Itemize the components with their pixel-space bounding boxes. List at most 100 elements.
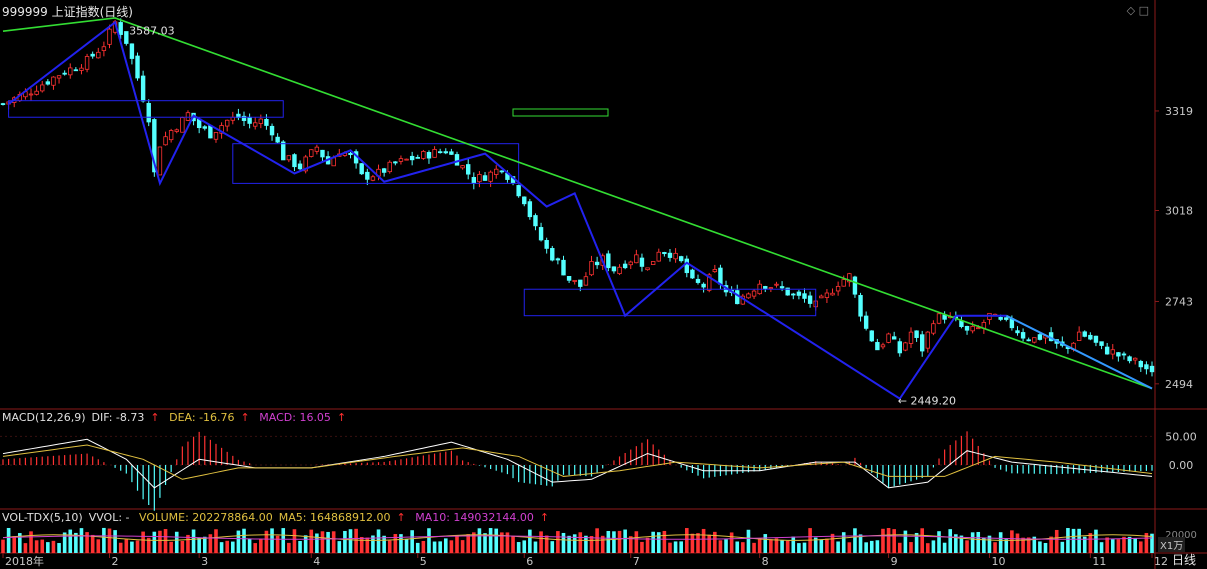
- volume-bar: [124, 539, 129, 553]
- candle-body: [942, 314, 947, 320]
- candle-body: [168, 130, 174, 141]
- candle-body: [40, 84, 45, 92]
- macd-name: MACD(12,26,9): [2, 411, 86, 424]
- volume-bar: [315, 533, 319, 553]
- volume-bar: [797, 543, 801, 553]
- volume-bar: [18, 533, 22, 553]
- volume-bar: [292, 529, 297, 553]
- candle-body: [852, 276, 858, 295]
- volume-bar: [735, 541, 740, 553]
- volume-bar: [40, 539, 45, 553]
- candle-body: [880, 344, 886, 348]
- candle-body: [1082, 331, 1087, 337]
- volume-bar: [1088, 533, 1093, 553]
- candle-body: [387, 161, 392, 173]
- volume-bar: [684, 528, 689, 553]
- candle-body: [656, 251, 661, 262]
- candle-body: [241, 115, 247, 121]
- volume-bar: [612, 531, 616, 553]
- candle-body: [763, 286, 768, 289]
- candle-body: [650, 261, 656, 265]
- volume-bar: [948, 529, 953, 553]
- volume-bar: [1082, 536, 1087, 553]
- candle-body: [622, 263, 628, 269]
- candle-body: [432, 148, 437, 158]
- volume-bar: [449, 540, 454, 553]
- volume-bar: [331, 531, 336, 553]
- candle-body: [875, 342, 880, 351]
- candle-body: [886, 333, 891, 343]
- volume-bar: [118, 542, 123, 553]
- candle-body: [970, 325, 975, 332]
- candle-body: [678, 256, 684, 262]
- volume-bar: [51, 540, 56, 553]
- candle-body: [976, 327, 981, 330]
- time-tick-label: 3: [201, 555, 208, 568]
- candle-body: [998, 317, 1003, 320]
- volume-bar: [505, 532, 510, 553]
- volume-bar: [987, 535, 992, 553]
- window-controls[interactable]: ◇ □: [1126, 4, 1149, 17]
- candle-body: [180, 117, 185, 133]
- candle-body: [437, 151, 443, 154]
- candle-body: [897, 341, 902, 354]
- candle-body: [538, 227, 544, 241]
- candle-body: [1093, 335, 1099, 343]
- volume-bar: [74, 532, 78, 553]
- dif-line: [2, 438, 1153, 489]
- volume-bar: [926, 543, 930, 553]
- volume-bar: [522, 540, 527, 553]
- candle-body: [589, 261, 594, 276]
- candle-body: [45, 81, 51, 85]
- period-tab-daily[interactable]: 日线: [1171, 553, 1196, 567]
- dif-arrow: ↑: [150, 411, 160, 424]
- candle-body: [146, 102, 151, 123]
- volume-bar: [1094, 529, 1098, 553]
- volume-bar: [163, 529, 168, 553]
- candle-body: [370, 176, 376, 181]
- volume-unit-label: X1万: [1158, 537, 1186, 552]
- candle-body: [578, 279, 583, 287]
- volume-bar: [931, 540, 936, 553]
- volume-bar: [500, 532, 504, 553]
- volume-bar: [634, 531, 639, 553]
- candle-body: [314, 146, 320, 152]
- volume-bar: [847, 542, 852, 553]
- candle-body: [101, 46, 107, 51]
- volume-bar: [729, 532, 734, 553]
- volume-bar: [1138, 541, 1143, 553]
- volume-bar: [1071, 528, 1076, 553]
- candle-body: [1144, 364, 1149, 370]
- candle-body: [303, 156, 308, 172]
- candle-body: [163, 136, 168, 146]
- candle-body: [213, 132, 219, 140]
- candle-body: [819, 295, 824, 299]
- time-tick-label: 2018年: [5, 554, 44, 568]
- vol-ma5-line: [2, 534, 1153, 541]
- volume-bar: [354, 528, 358, 553]
- candle-body: [28, 93, 34, 96]
- volume-bar: [242, 528, 246, 553]
- volume-tick-label: 20000: [1165, 530, 1197, 541]
- volume-bar: [841, 532, 846, 553]
- candle-body: [62, 72, 67, 75]
- volume-bar: [645, 537, 650, 553]
- volume-bar: [96, 539, 101, 553]
- volume-bar: [494, 528, 499, 553]
- volume-bar: [830, 533, 835, 553]
- time-tick-label: 2: [111, 555, 118, 568]
- candle-body: [152, 119, 157, 173]
- volume-bar: [1015, 533, 1020, 553]
- candle-body: [785, 287, 790, 296]
- candle-body: [499, 170, 505, 173]
- candle-body: [96, 51, 101, 59]
- volume-bar: [29, 531, 33, 553]
- candle-body: [51, 76, 56, 86]
- volume-bar: [359, 536, 364, 553]
- candle-body: [219, 125, 224, 134]
- candle-body: [561, 259, 566, 276]
- candle-body: [533, 215, 538, 227]
- volume-bar: [141, 531, 145, 553]
- candle-body: [550, 248, 555, 261]
- candle-body: [522, 196, 527, 205]
